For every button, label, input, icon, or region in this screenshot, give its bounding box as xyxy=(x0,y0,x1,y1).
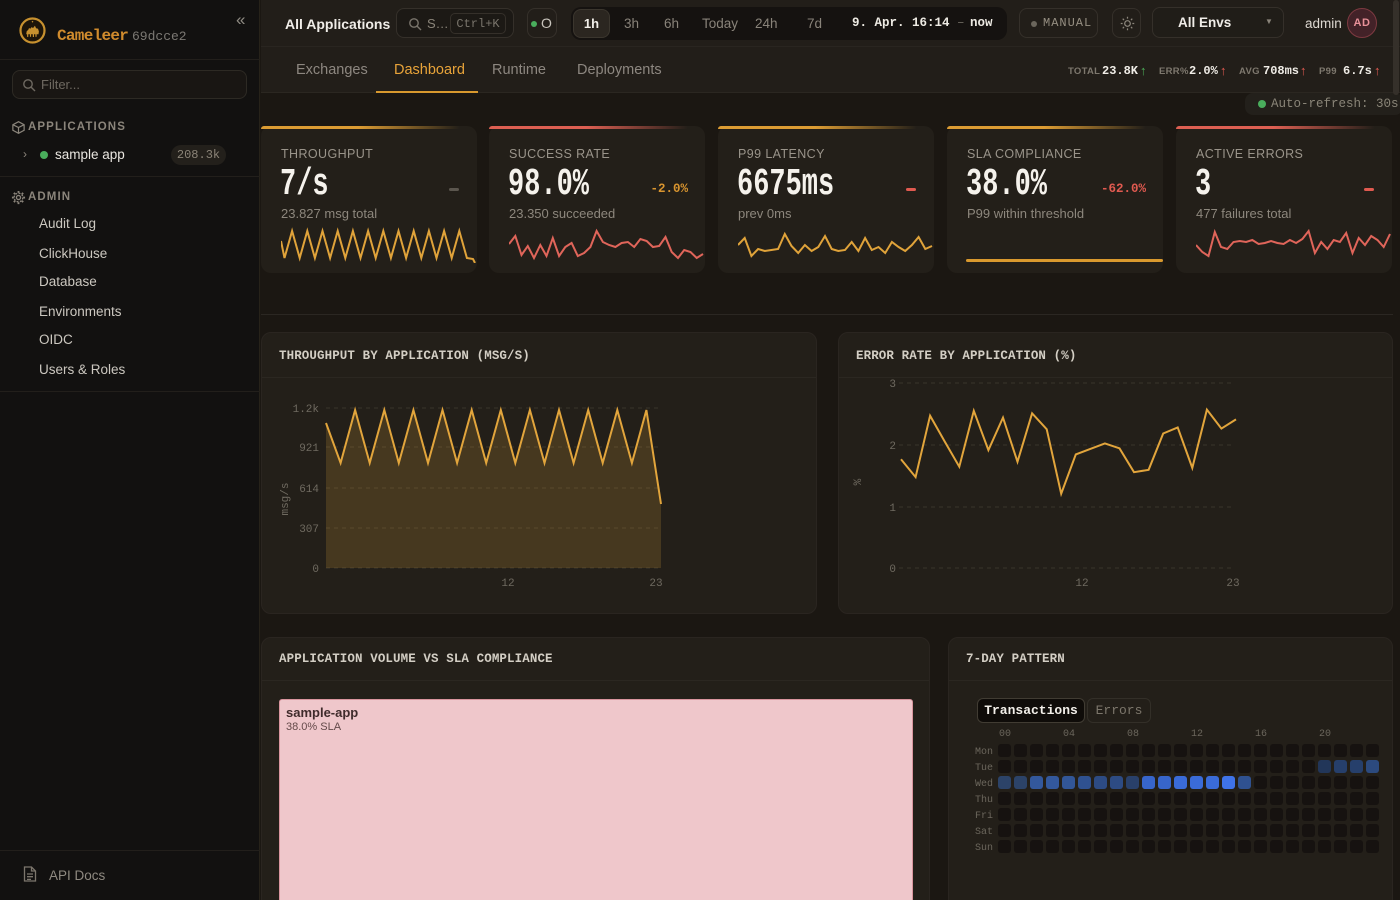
svg-text:2: 2 xyxy=(889,441,896,453)
svg-text:3: 3 xyxy=(889,379,896,391)
svg-text:0: 0 xyxy=(889,564,896,576)
svg-text:23: 23 xyxy=(649,578,662,590)
svg-text:msg/s: msg/s xyxy=(280,482,292,515)
svg-text:307: 307 xyxy=(299,524,319,536)
svg-text:1.2k: 1.2k xyxy=(293,404,320,416)
svg-text:921: 921 xyxy=(299,443,319,455)
svg-text:23: 23 xyxy=(1226,578,1239,590)
svg-text:12: 12 xyxy=(501,578,514,590)
svg-text:12: 12 xyxy=(1075,578,1088,590)
svg-text:%: % xyxy=(853,478,865,485)
svg-text:0: 0 xyxy=(312,564,319,576)
svg-text:1: 1 xyxy=(889,503,896,515)
svg-text:614: 614 xyxy=(299,484,319,496)
